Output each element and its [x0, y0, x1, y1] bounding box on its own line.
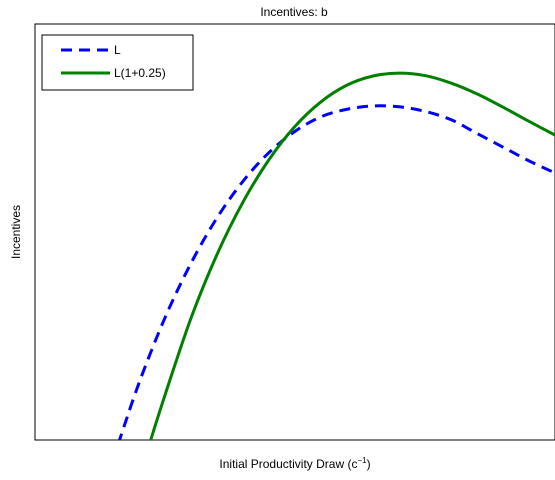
x-axis-label-close: ): [367, 457, 371, 471]
series-line-l: [118, 104, 555, 440]
chart-title: Incentives: b: [260, 5, 328, 19]
legend: L L(1+0.25): [41, 34, 194, 91]
legend-label-l-1-0-25: L(1+0.25): [114, 66, 166, 80]
x-axis-label: Initial Productivity Draw (c−1): [219, 456, 370, 471]
legend-box: [41, 34, 194, 91]
x-axis-label-exponent: −1: [357, 456, 367, 465]
series-group: [118, 71, 555, 440]
y-axis-label: Incentives: [9, 205, 23, 259]
plot-area: [34, 23, 555, 441]
x-axis-label-main: Initial Productivity Draw (c: [219, 457, 357, 471]
legend-label-l: L: [114, 43, 121, 57]
series-line-l-1-0-25: [149, 71, 555, 440]
